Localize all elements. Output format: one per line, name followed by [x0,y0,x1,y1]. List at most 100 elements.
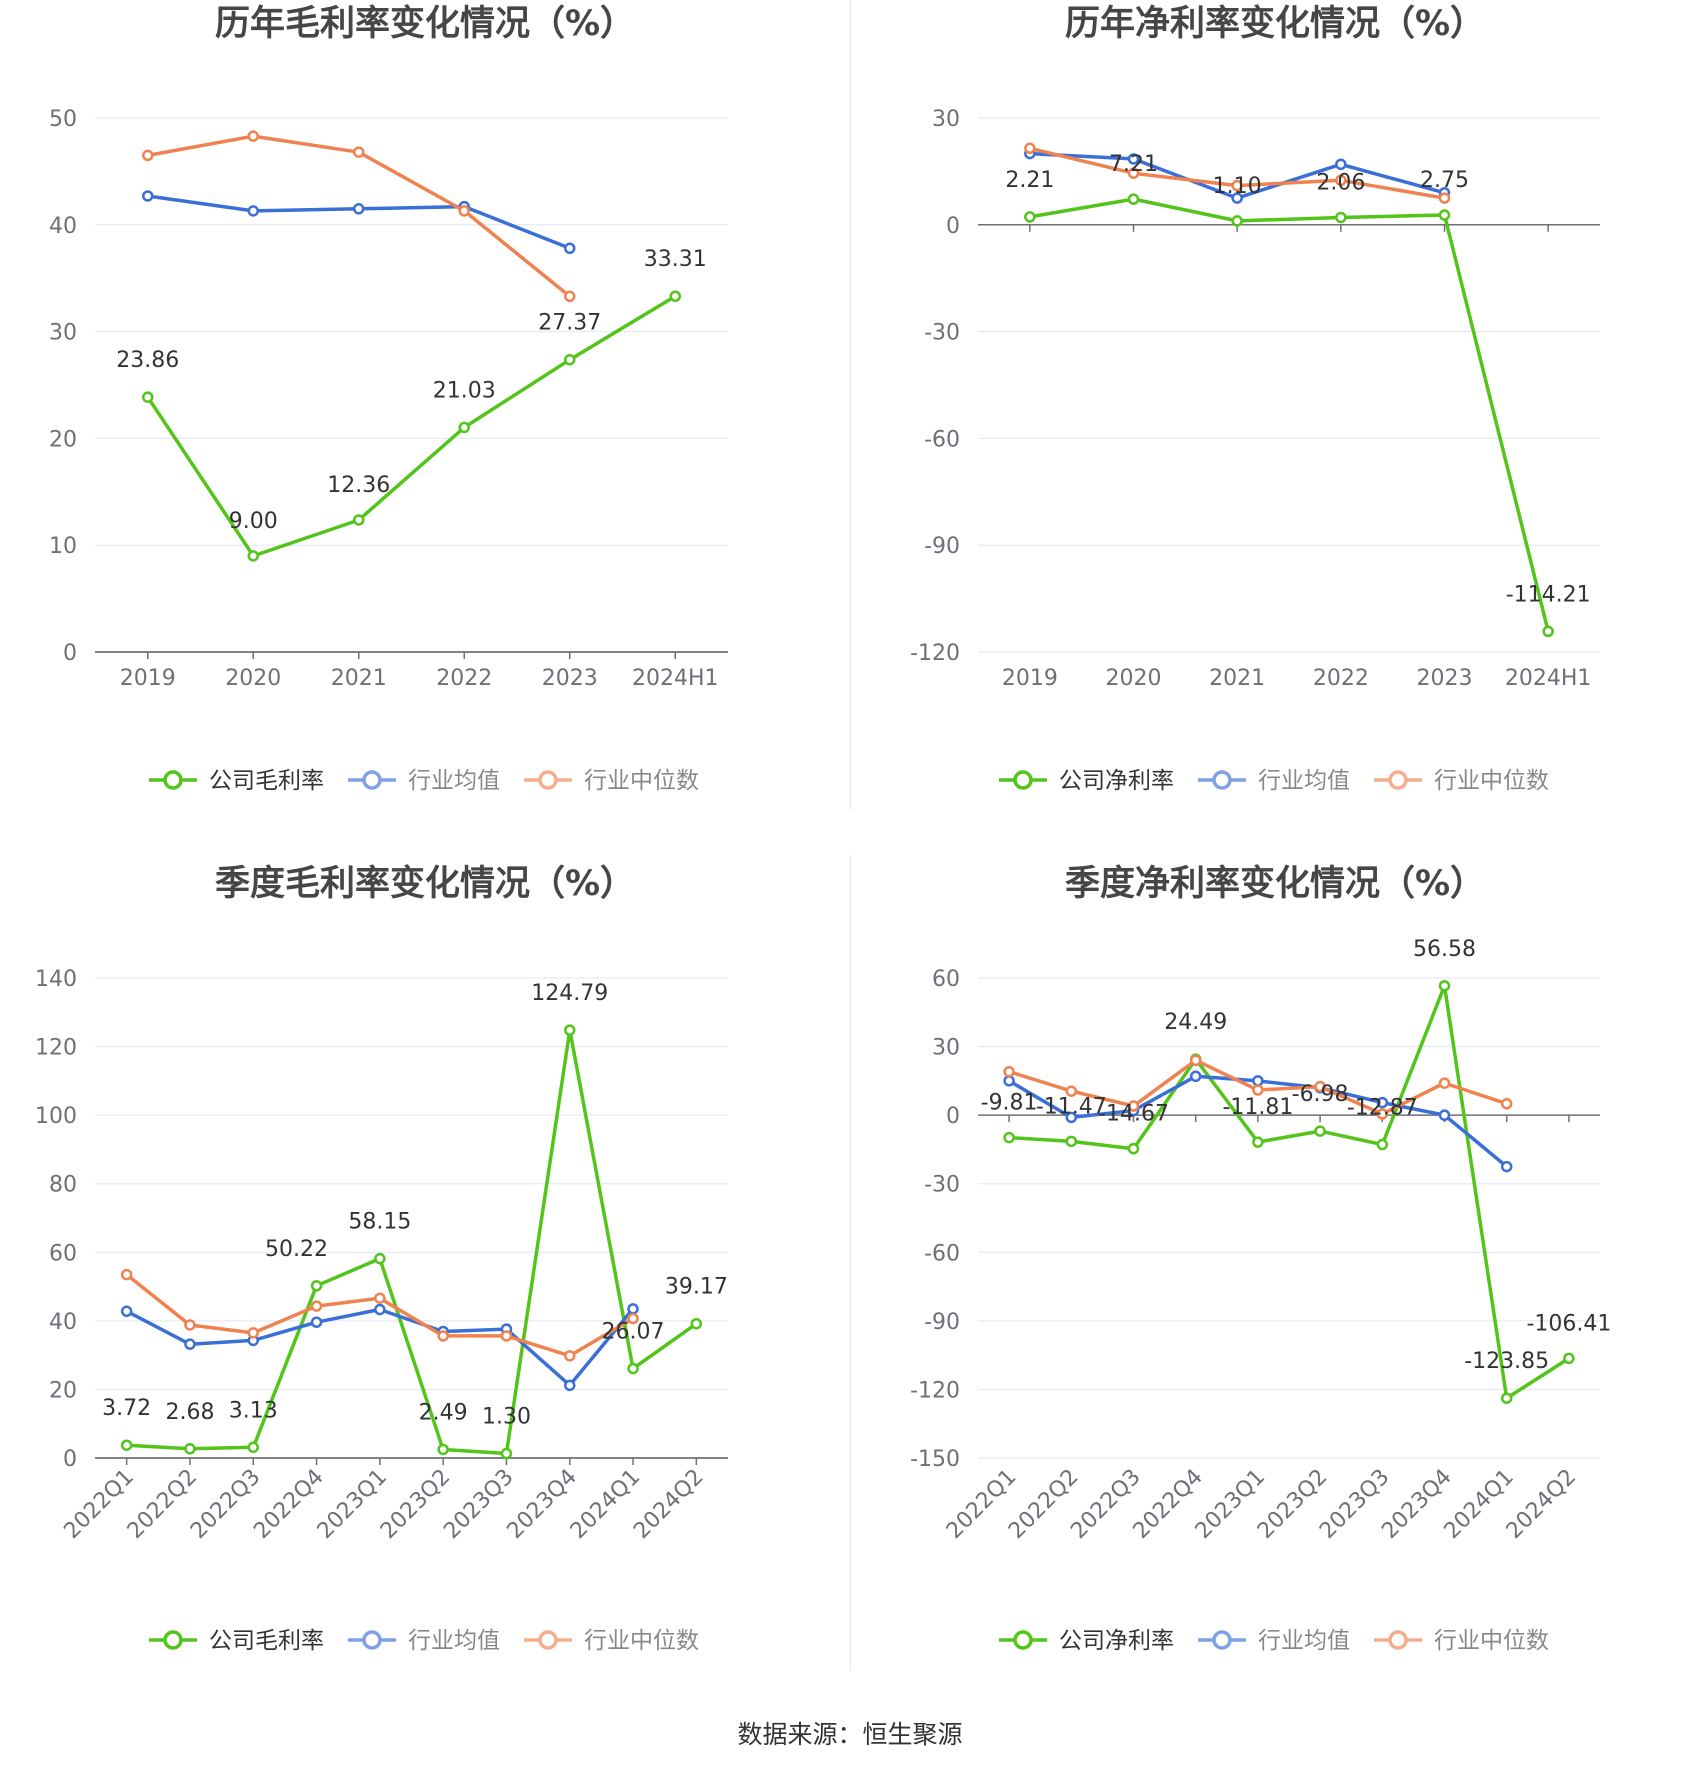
data-point-avg [1189,1070,1202,1083]
data-point-avg [353,203,365,215]
data-label: 2.68 [165,1400,214,1425]
legend-label: 行业中位数 [1434,768,1549,794]
chart-panel-quarterly-net: 季度净利率变化情况（%） -150 -120 -90 -60 -30 0 30 60 2022Q1… [850,860,1700,1720]
data-label: 1.10 [1213,174,1262,199]
x-tick-label: 2022 [436,666,492,691]
data-point-company [690,1317,703,1330]
chart-panel-annual-gross: 历年毛利率变化情况（%） 0 10 20 30 40 50 2019 2020 2021 2022 2… [0,0,850,860]
chart-quarterly-net-margin: 季度净利率变化情况（%）-150-120-90-60-30030602022Q1… [910,864,1611,1654]
legend-item-median: 行业中位数 [1374,768,1549,794]
x-tick-label: 2023Q4 [503,1465,582,1544]
data-label: 58.15 [348,1210,411,1235]
y-tick-label: 20 [49,1378,77,1403]
y-tick-label: 100 [35,1104,77,1129]
y-tick-label: 30 [932,1036,960,1061]
data-point-company [1500,1392,1513,1404]
x-tick-label: 2022 [1313,666,1369,691]
y-tick-label: 30 [49,321,77,346]
data-point-median [1335,174,1347,187]
y-tick-label: 20 [49,427,77,452]
data-label: 26.07 [602,1320,665,1345]
legend-label: 行业中位数 [1434,1628,1549,1654]
data-point-avg [1065,1111,1078,1124]
divider-bottom [850,855,851,1670]
x-tick-label: 2024H1 [1505,666,1592,691]
data-point-avg [1231,192,1243,204]
y-tick-label: 0 [946,214,960,239]
data-point-company [374,1252,386,1265]
legend-label: 行业中位数 [584,768,699,794]
y-tick-label: 60 [49,1241,77,1266]
x-tick-label: 2022Q2 [123,1465,202,1544]
data-point-median [1127,1100,1140,1112]
data-point-avg [142,190,154,202]
data-point-median [500,1330,513,1342]
x-tick-label: 2019 [120,666,176,691]
data-label: -11.47 [1036,1094,1107,1119]
data-point-median [310,1300,323,1312]
x-tick-label: 2020 [1106,666,1162,691]
legend-item-median: 行业中位数 [524,768,699,794]
data-label: 2.49 [419,1400,468,1425]
data-point-median [1127,167,1140,179]
x-tick-label: 2021 [1209,666,1265,691]
data-point-avg [374,1303,386,1316]
x-tick-label: 2024Q2 [629,1465,708,1544]
data-label: -114.21 [1506,582,1591,607]
data-source-note: 数据来源：恒生聚源 [737,1720,963,1749]
data-point-company [1231,215,1243,227]
data-label: 7.21 [1109,152,1158,177]
data-point-avg [1127,153,1140,165]
data-point-median [184,1319,196,1331]
series-line-median [147,134,571,298]
data-point-company [1314,1125,1326,1137]
data-point-median [564,1350,576,1362]
data-point-avg [1500,1160,1513,1173]
data-point-avg [1252,1075,1264,1087]
data-point-company [310,1280,323,1292]
data-point-company [627,1362,639,1375]
data-point-company [1376,1138,1389,1151]
x-tick-label: 2020 [225,666,281,691]
y-tick-label: 80 [49,1173,77,1198]
data-point-company [500,1447,513,1460]
data-label: 21.03 [433,378,496,403]
y-tick-label: -150 [910,1447,960,1472]
y-tick-label: -90 [924,1310,960,1335]
y-tick-label: 40 [49,214,77,239]
x-tick-label: 2021 [331,666,387,691]
legend-marker [362,770,382,790]
legend-marker [1212,1630,1232,1650]
data-point-avg [310,1316,323,1328]
data-point-company [1065,1135,1078,1148]
data-point-median [1438,1077,1451,1089]
legend-label: 行业均值 [408,1628,500,1654]
legend-item-avg: 行业均值 [1198,1628,1350,1654]
legend-label: 行业均值 [1258,768,1350,794]
data-point-median [374,1292,386,1304]
x-tick-label: 2023Q3 [439,1465,518,1544]
data-point-median [1252,1084,1264,1096]
data-point-median [247,1327,259,1339]
legend-item-company: 公司净利率 [999,768,1174,794]
legend-marker [1013,1630,1033,1650]
y-tick-label: 10 [49,534,77,559]
data-label: -11.81 [1222,1095,1293,1120]
data-label: 23.86 [116,348,179,373]
legend-label: 公司净利率 [1059,768,1174,794]
data-label: 9.00 [229,509,278,534]
x-tick-label: 2023Q1 [313,1465,392,1544]
legend-item-median: 行业中位数 [524,1628,699,1654]
data-label: 2.06 [1316,170,1365,195]
x-tick-label: 2024H1 [632,666,719,691]
data-point-company [184,1443,196,1455]
chart-title: 季度净利率变化情况（%） [1065,864,1485,904]
x-tick-label: 2024Q1 [566,1465,645,1544]
y-tick-label: -60 [924,1241,960,1266]
legend-item-avg: 行业均值 [1198,768,1350,794]
legend-marker [362,1630,382,1650]
data-point-company [353,514,365,526]
data-point-median [564,290,576,303]
data-point-company [1127,1142,1140,1155]
y-tick-label: 140 [35,967,77,992]
